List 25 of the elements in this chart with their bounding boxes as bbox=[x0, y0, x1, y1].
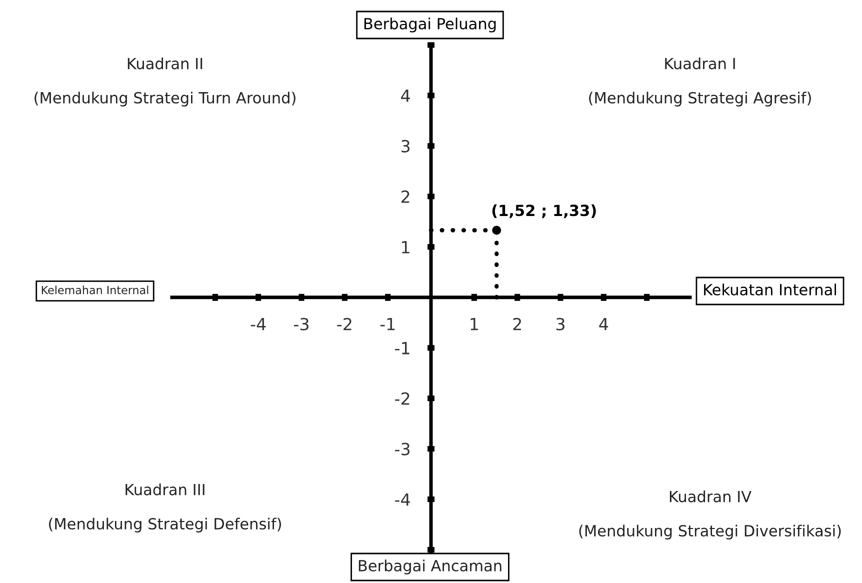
text: Kuadran IV (Mendukung Strategi Diversifikasi) bbox=[579, 490, 841, 540]
x-tick-label: 4 bbox=[599, 318, 608, 330]
y-tick-label: 4 bbox=[401, 90, 410, 102]
text: Kuadran III (Mendukung Strategi Defensif) bbox=[49, 484, 281, 532]
x-tick-label: 3 bbox=[556, 318, 564, 330]
y-tick-label: 2 bbox=[401, 190, 410, 203]
annotation: Berbagai Ancaman bbox=[358, 560, 502, 574]
x-axis-title: Kekuatan Internal bbox=[704, 284, 836, 296]
y-axis-title: Berbagai Peluang bbox=[364, 18, 496, 32]
x-tick-label: -3 bbox=[294, 318, 308, 330]
text: Kuadran II (Mendukung Strategi Turn Around) bbox=[34, 58, 296, 106]
y-tick-label: -2 bbox=[395, 392, 410, 405]
y-tick-label: -3 bbox=[395, 442, 410, 456]
x-tick-label: 1 bbox=[470, 318, 478, 330]
x-tick-label: -1 bbox=[380, 318, 395, 330]
x-tick-label: -4 bbox=[250, 318, 266, 330]
x-tick-label: -2 bbox=[337, 318, 352, 330]
text: Kuadran I (Mendukung Strategi Agresif) bbox=[589, 58, 811, 106]
x-tick-label: 2 bbox=[513, 318, 521, 330]
y-tick-label: -4 bbox=[395, 493, 410, 506]
data-label: (1,52 ; 1,33) bbox=[492, 204, 596, 218]
text: Kelemahan Internal bbox=[42, 286, 148, 294]
y-tick-label: -1 bbox=[395, 342, 410, 354]
y-tick-label: 3 bbox=[402, 140, 410, 153]
y-tick-label: 1 bbox=[402, 241, 410, 254]
